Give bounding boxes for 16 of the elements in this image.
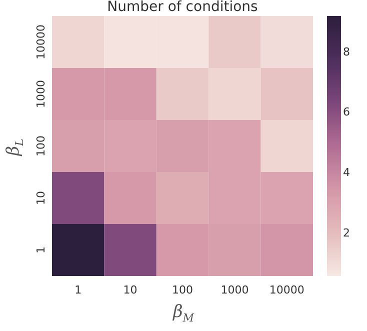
y-tick-label: 1000	[34, 80, 48, 108]
y-tick-label: 10	[34, 191, 48, 205]
x-tick-label: 100	[172, 284, 193, 296]
y-tick-label: 100	[34, 136, 48, 156]
x-axis-title: β$_{M}$	[172, 302, 196, 324]
y-tick-label: 10000	[34, 24, 48, 60]
x-tick-label: 10	[123, 284, 138, 296]
color-bar-label: 8	[343, 45, 350, 58]
chart-title: Number of conditions	[107, 0, 258, 15]
color-bar-label: 4	[343, 166, 350, 180]
x-tick-label: 1	[74, 284, 82, 296]
x-tick-label: 10000	[269, 284, 304, 296]
y-tick-label: 1	[34, 246, 48, 254]
x-tick-label: 1000	[220, 284, 249, 296]
color-bar-label: 6	[343, 106, 350, 119]
color-bar-label: 2	[343, 226, 350, 240]
